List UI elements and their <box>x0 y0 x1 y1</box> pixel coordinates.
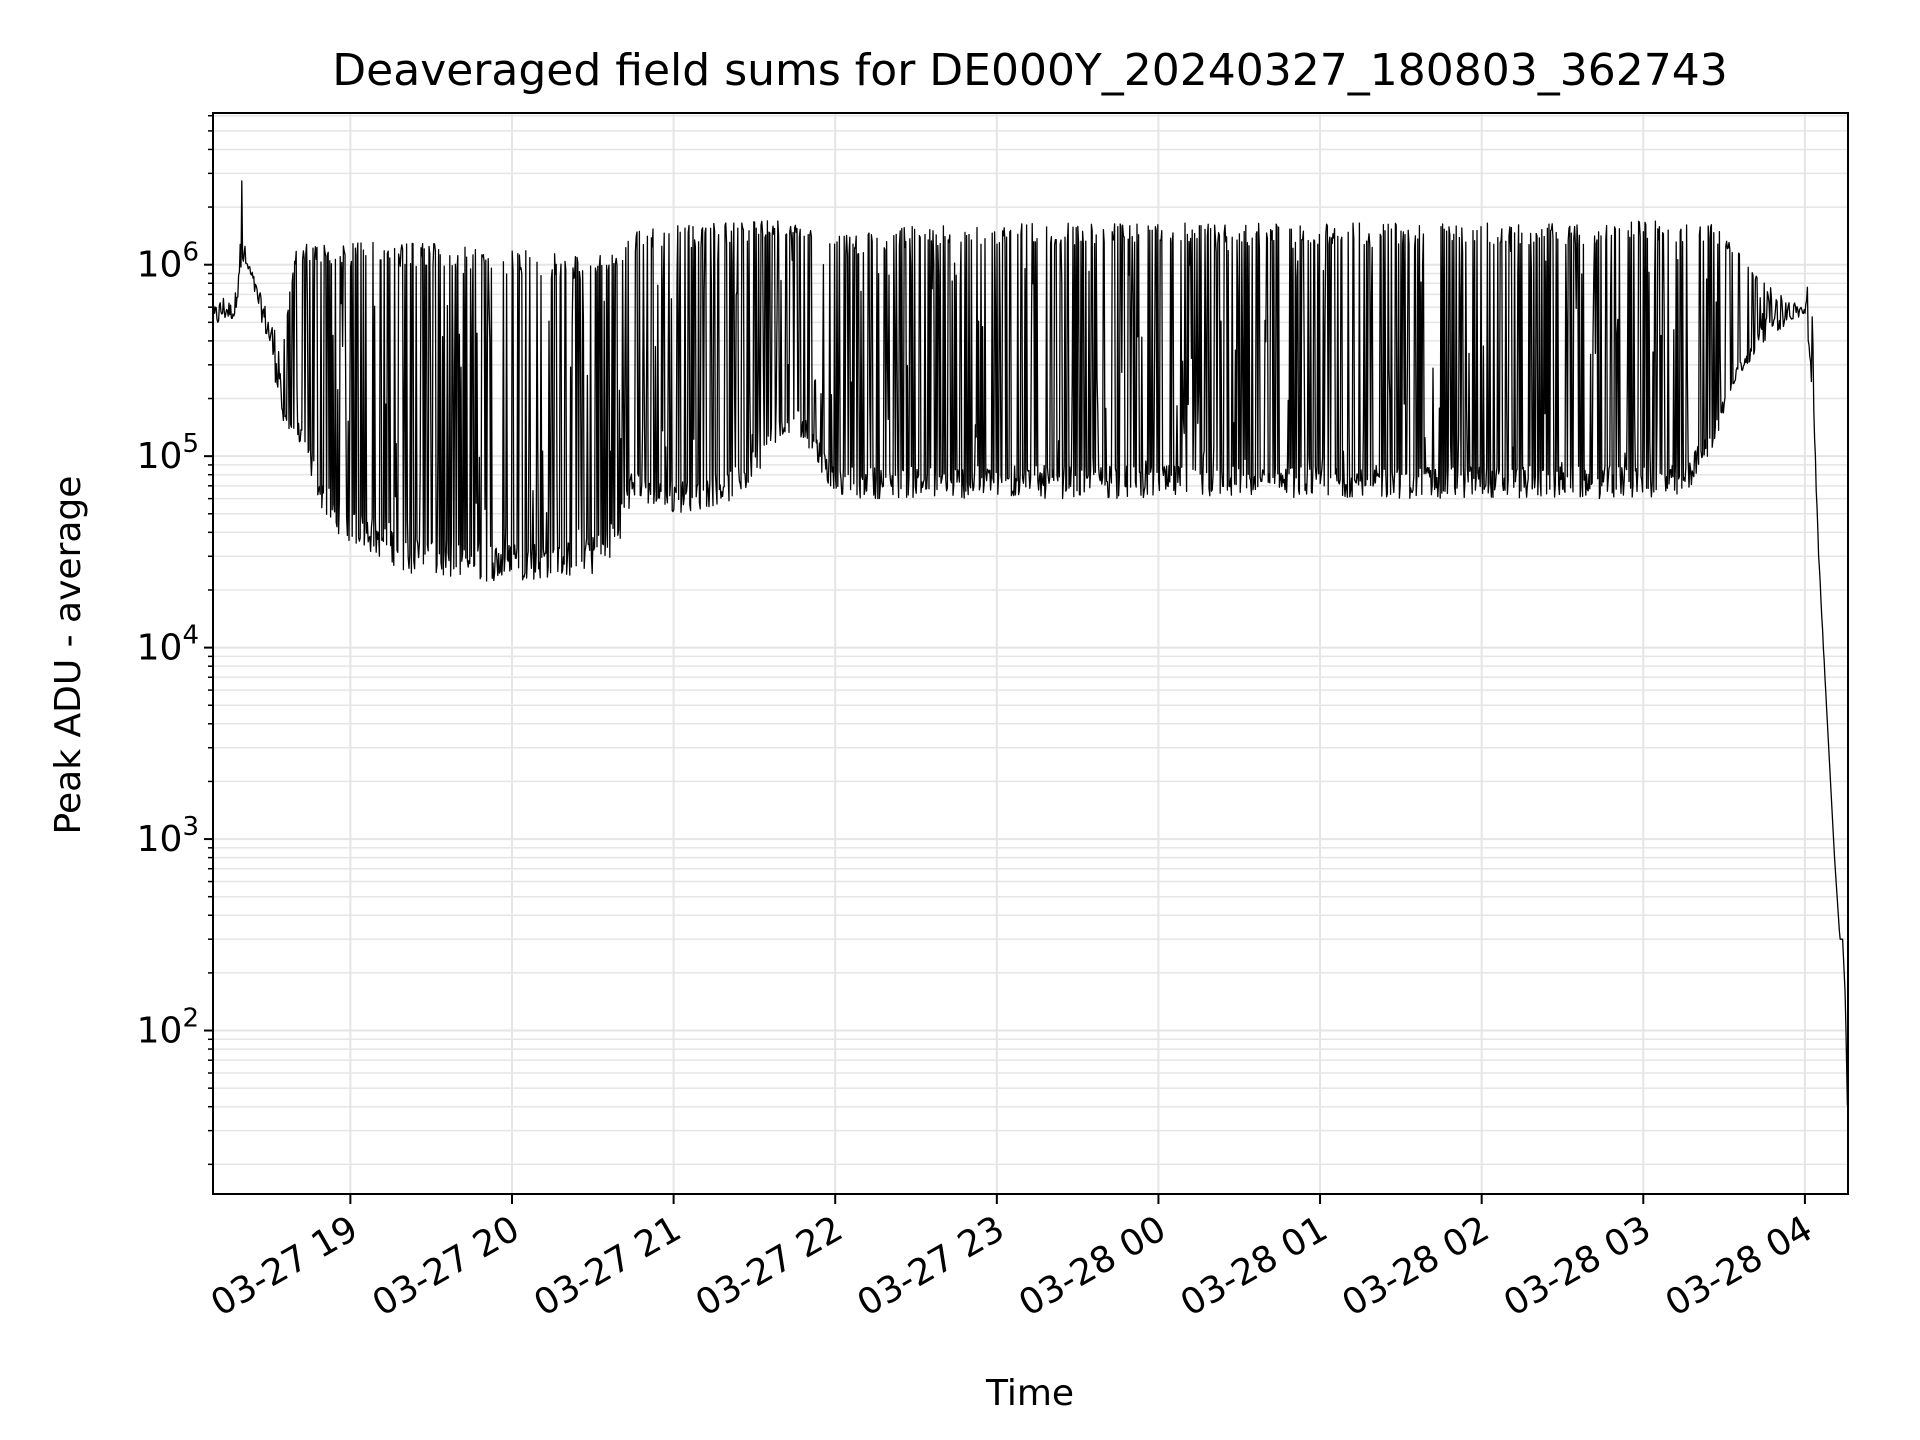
y-axis-label: Peak ADU - average <box>48 476 89 835</box>
x-axis-label: Time <box>985 1373 1074 1414</box>
series-line <box>213 180 1848 1106</box>
y-tick-label: 106 <box>137 238 199 286</box>
axes-frame <box>212 112 1849 1195</box>
y-tick-label: 103 <box>137 812 199 860</box>
y-tick-label: 104 <box>137 621 199 669</box>
series-line-group <box>213 180 1848 1106</box>
plot-area <box>213 180 1848 1106</box>
y-tick-label: 102 <box>137 1004 199 1052</box>
chart-title: Deaveraged field sums for DE000Y_2024032… <box>332 45 1727 96</box>
y-axis: 102 103 104 105 106 <box>137 238 213 1052</box>
y-tick-label: 105 <box>137 429 199 477</box>
